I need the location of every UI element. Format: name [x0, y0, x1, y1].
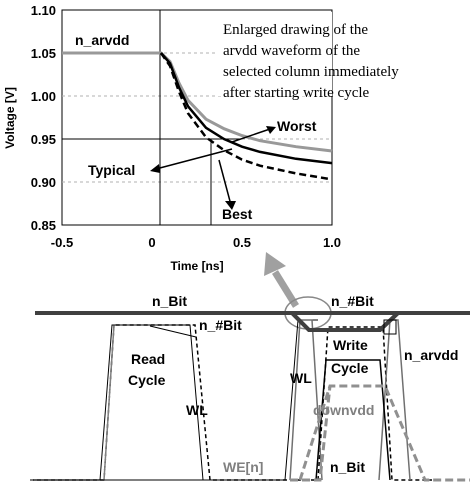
- y-tick-label: 0.95: [31, 132, 56, 147]
- y-tick-label: 0.85: [31, 218, 56, 233]
- best-label: Best: [222, 206, 253, 222]
- best-arrow: [218, 159, 232, 206]
- note-line-4: after starting write cycle: [223, 85, 370, 101]
- x-tick-label: -0.5: [51, 235, 73, 250]
- n-hash-bit-leader: [149, 325, 197, 338]
- n-hash-bit-top-label: n_#Bit: [331, 293, 374, 309]
- wl-write-pulse-left: [289, 319, 323, 481]
- n-arvdd-marker-box: [383, 319, 397, 335]
- series-layer: [62, 51, 333, 181]
- y-tick-labels: 1.10 1.05 1.00 0.95 0.90 0.85: [31, 3, 56, 233]
- best-arrowhead: [225, 201, 236, 210]
- voltage-chart: 1.10 1.05 1.00 0.95 0.90 0.85 -0.5 0 0.5 1.0 Vol…: [3, 3, 399, 273]
- wl-left-label: WL: [186, 402, 208, 418]
- downvdd-label: downvdd: [313, 402, 374, 418]
- y-tick-label: 1.00: [31, 89, 56, 104]
- n-bit-write-pulse: [315, 359, 391, 481]
- n-arvdd-dip: [290, 311, 400, 332]
- x-axis-title: Time [ns]: [170, 259, 223, 273]
- note-background: [217, 12, 332, 96]
- wl-right-label: WL: [290, 370, 312, 386]
- y-axis-title: Voltage [V]: [3, 87, 17, 149]
- x-tick-label: 1.0: [323, 235, 341, 250]
- write-cycle-label-1: Write: [333, 337, 368, 353]
- n-arvdd-waveform: [35, 311, 470, 332]
- worst-arrow: [231, 128, 271, 143]
- x-tick-labels: -0.5 0 0.5 1.0: [51, 235, 341, 250]
- timing-diagram: n_Bit n_#Bit n_#Bit n_arvdd Read Cycle W…: [30, 293, 470, 482]
- read-cycle-label-2: Cycle: [128, 372, 166, 388]
- note-line-2: arvdd waveform of the: [223, 43, 360, 59]
- worst-label: Worst: [277, 118, 317, 134]
- y-tick-label: 1.10: [31, 3, 56, 18]
- n-bit-bottom-label: n_Bit: [330, 459, 365, 475]
- y-tick-label: 1.05: [31, 46, 56, 61]
- typical-arrowhead: [150, 164, 160, 173]
- wl-read-pulse: [99, 324, 204, 481]
- y-tick-label: 0.90: [31, 175, 56, 190]
- note-line-3: selected column immediately: [223, 64, 399, 80]
- n-bit-top-label: n_Bit: [152, 293, 187, 309]
- worst-arrowhead: [266, 126, 276, 134]
- typical-label: Typical: [88, 162, 135, 178]
- write-cycle-label-2: Cycle: [331, 360, 369, 376]
- we-n-left: [33, 319, 318, 481]
- downvdd-waveform-left: [290, 385, 332, 482]
- zoom-connector-arrowhead: [264, 252, 286, 276]
- typical-arrow: [155, 148, 233, 170]
- n-arvdd-right-label: n_arvdd: [404, 347, 458, 363]
- n-hash-bit-left-label: n_#Bit: [199, 317, 242, 333]
- downvdd-waveform: [298, 384, 470, 482]
- x-tick-label: 0.5: [233, 235, 251, 250]
- n-arvdd-curve-label: n_arvdd: [75, 32, 129, 48]
- we-n-label: WE[n]: [223, 459, 263, 475]
- note-line-1: Enlarged drawing of the: [223, 22, 368, 38]
- series-line-best: [159, 52, 333, 181]
- x-tick-label: 0: [148, 235, 155, 250]
- read-cycle-label-1: Read: [131, 351, 165, 367]
